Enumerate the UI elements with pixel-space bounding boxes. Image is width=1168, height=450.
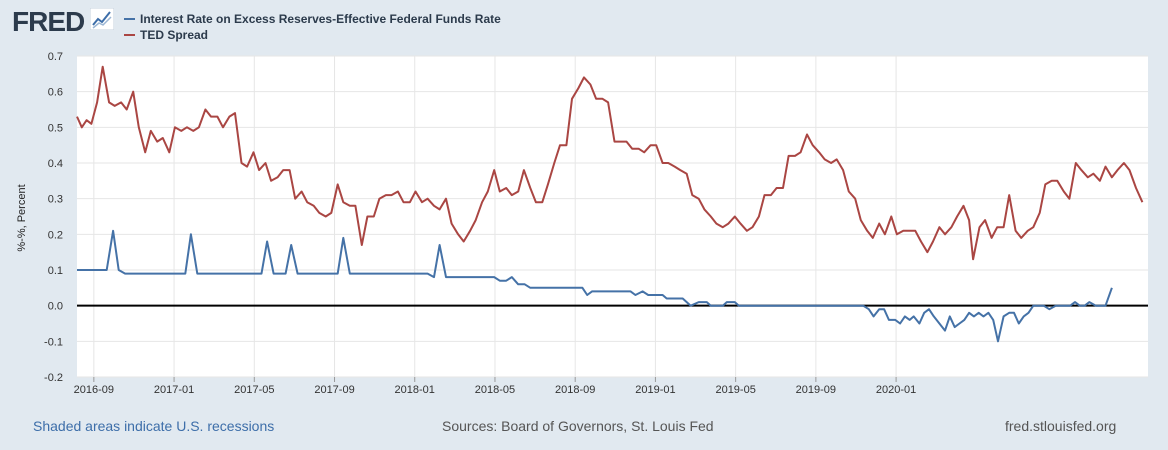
x-tick-label: 2017-09	[314, 384, 354, 396]
legend-swatch	[124, 34, 135, 36]
x-tick-label: 2019-01	[635, 384, 675, 396]
x-tick-label: 2018-05	[475, 384, 515, 396]
y-tick-label: 0.0	[48, 301, 63, 313]
fred-logo[interactable]: FRED	[12, 6, 85, 37]
y-tick-label: 0.5	[48, 122, 63, 134]
y-tick-label: -0.1	[44, 336, 63, 348]
x-tick-label: 2020-01	[876, 384, 916, 396]
chart-legend: Interest Rate on Excess Reserves-Effecti…	[124, 11, 501, 43]
legend-label: TED Spread	[140, 28, 209, 42]
y-axis-ticks: 0.7 0.6 0.5 0.4 0.3 0.2 0.1 0.0 -0.1 -0.2	[44, 51, 63, 384]
y-tick-label: 0.6	[48, 87, 63, 99]
x-tick-label: 2019-05	[715, 384, 755, 396]
legend-label: Interest Rate on Excess Reserves-Effecti…	[140, 12, 501, 26]
chart-line-icon	[90, 8, 114, 30]
series-line-iorr-effr[interactable]	[77, 229, 1113, 343]
x-tick-label: 2019-09	[796, 384, 836, 396]
y-tick-label: 0.2	[48, 229, 63, 241]
plot-area	[77, 56, 1148, 377]
series-line-ted-spread[interactable]	[76, 65, 1144, 261]
x-tick-label: 2017-01	[154, 384, 194, 396]
gridlines	[77, 55, 1148, 378]
y-tick-label: 0.1	[48, 265, 63, 277]
y-tick-label: 0.3	[48, 194, 63, 206]
series-lines	[76, 65, 1148, 343]
recession-note[interactable]: Shaded areas indicate U.S. recessions	[33, 418, 275, 434]
legend-item-iorr-effr[interactable]: Interest Rate on Excess Reserves-Effecti…	[124, 11, 501, 27]
y-tick-label: 0.7	[48, 51, 63, 63]
legend-item-ted-spread[interactable]: TED Spread	[124, 27, 501, 43]
sources-text: Sources: Board of Governors, St. Louis F…	[442, 418, 714, 434]
legend-swatch	[124, 18, 135, 20]
x-tick-label: 2016-09	[74, 384, 114, 396]
x-tick-label: 2018-01	[395, 384, 435, 396]
x-tick-label: 2017-05	[234, 384, 274, 396]
x-tick-label: 2018-09	[555, 384, 595, 396]
site-link[interactable]: fred.stlouisfed.org	[1005, 418, 1117, 434]
y-tick-label: 0.4	[48, 158, 63, 170]
y-tick-label: -0.2	[44, 372, 63, 384]
x-axis-ticks: 2016-09 2017-01 2017-05 2017-09 2018-01 2018-…	[74, 377, 916, 396]
